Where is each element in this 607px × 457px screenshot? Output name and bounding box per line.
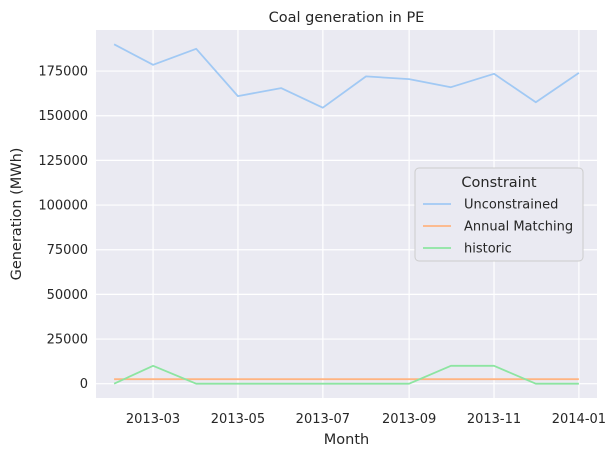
legend-title: Constraint xyxy=(461,175,536,191)
series-lines xyxy=(113,43,580,385)
x-tick-label: 2014-01 xyxy=(552,412,606,427)
y-tick-label: 100000 xyxy=(38,199,88,214)
y-tick-label: 50000 xyxy=(47,288,88,303)
x-tick-label: 2013-05 xyxy=(211,412,265,427)
x-tick-label: 2013-07 xyxy=(296,412,350,427)
legend: Constraint Unconstrained Annual Matching h… xyxy=(414,167,584,262)
y-tick-label: 25000 xyxy=(47,333,88,348)
legend-label: Annual Matching xyxy=(464,220,573,235)
x-tick-label: 2013-09 xyxy=(382,412,436,427)
grid xyxy=(96,30,597,398)
y-tick-label: 175000 xyxy=(38,65,88,80)
y-tick-label: 150000 xyxy=(38,109,88,124)
x-tick-label: 2013-03 xyxy=(126,412,180,427)
x-tick-labels: 2013-03 2013-05 2013-07 2013-09 2013-11 2014-… xyxy=(126,412,606,427)
chart-title: Coal generation in PE xyxy=(269,10,425,26)
y-tick-label: 0 xyxy=(80,377,88,392)
series-line-unconstrained xyxy=(113,43,580,109)
legend-box xyxy=(414,167,584,262)
y-tick-label: 125000 xyxy=(38,154,88,169)
y-tick-labels: 0 25000 50000 75000 100000 125000 150000 175000 xyxy=(38,65,88,393)
y-tick-label: 75000 xyxy=(47,243,88,258)
x-axis-title: Month xyxy=(324,432,369,448)
x-tick-label: 2013-11 xyxy=(467,412,521,427)
legend-label: Unconstrained xyxy=(464,198,558,213)
series-line-historic xyxy=(113,364,579,385)
y-axis-title: Generation (MWh) xyxy=(9,148,25,281)
legend-label: historic xyxy=(464,242,512,257)
